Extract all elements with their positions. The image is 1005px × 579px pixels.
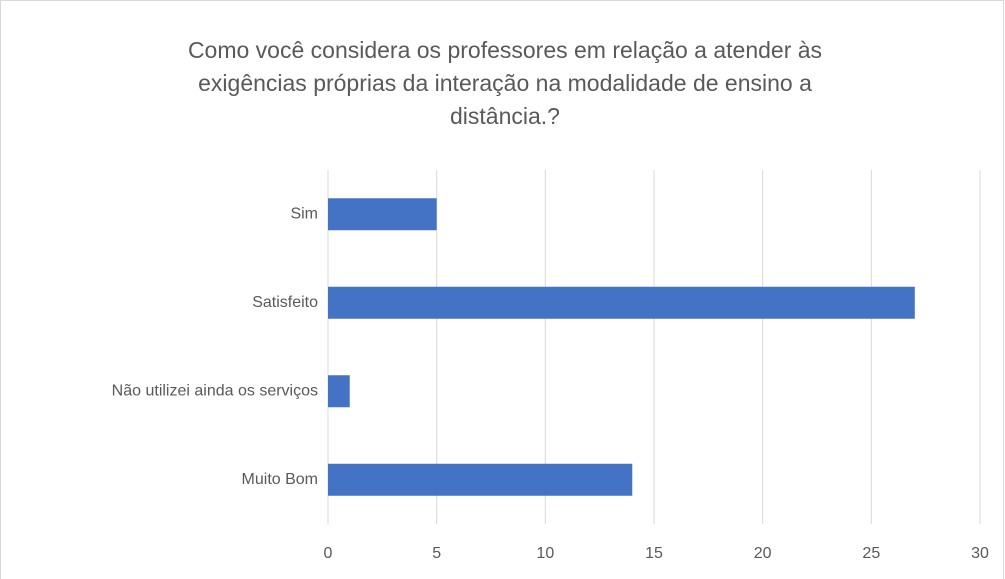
bar <box>328 375 350 408</box>
x-tick-label: 25 <box>862 545 880 562</box>
bar <box>328 198 437 231</box>
y-tick-label: Não utilizei ainda os serviços <box>112 382 318 399</box>
y-tick-label: Sim <box>290 205 318 222</box>
bar <box>328 286 915 319</box>
x-tick-label: 30 <box>971 545 989 562</box>
x-tick-label: 10 <box>536 545 554 562</box>
y-tick-label: Muito Bom <box>242 471 318 488</box>
x-tick-label: 0 <box>324 545 333 562</box>
x-tick-label: 5 <box>432 545 441 562</box>
x-tick-label: 15 <box>645 545 663 562</box>
chart-title: Como você considera os professores em re… <box>187 37 823 129</box>
x-tick-label: 20 <box>754 545 772 562</box>
bar <box>328 463 633 496</box>
y-tick-label: Satisfeito <box>252 294 318 311</box>
